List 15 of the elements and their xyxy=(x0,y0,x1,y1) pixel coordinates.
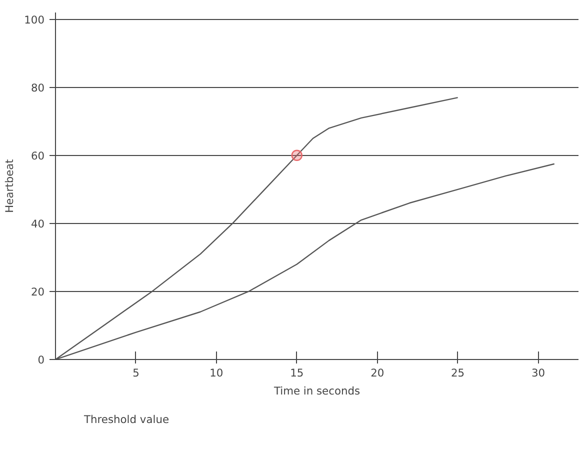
y-tick-label: 60 xyxy=(30,149,45,162)
text: Threshold value xyxy=(84,412,170,426)
y-tick-label: 80 xyxy=(30,81,45,94)
x-tick-label: 20 xyxy=(370,366,384,380)
x-tick-label: 5 xyxy=(132,366,140,380)
y-tick-label: 20 xyxy=(30,285,45,298)
x-tick-label: 25 xyxy=(451,366,465,380)
x-tick-label: 10 xyxy=(210,366,224,380)
y-axis-title: Heartbeat xyxy=(3,159,16,213)
x-axis-title: Time in seconds xyxy=(272,384,361,398)
x-tick-label: 30 xyxy=(531,366,546,380)
y-tick-label: 40 xyxy=(30,217,45,230)
y-tick-label: 0 xyxy=(38,354,45,366)
x-tick-label: 15 xyxy=(290,366,304,380)
y-tick-label: 100 xyxy=(24,13,45,26)
